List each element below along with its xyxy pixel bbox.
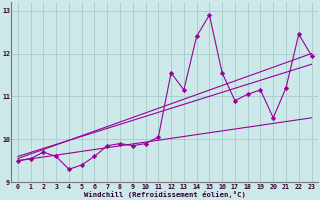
X-axis label: Windchill (Refroidissement éolien,°C): Windchill (Refroidissement éolien,°C) [84,191,246,198]
